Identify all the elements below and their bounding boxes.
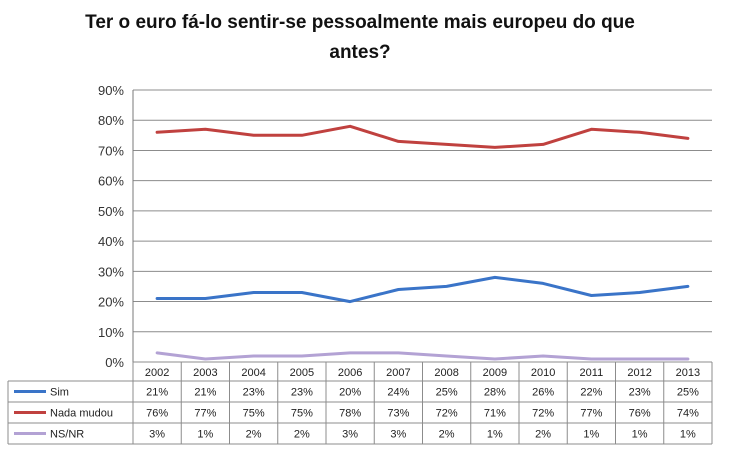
- x-category-label: 2002: [145, 367, 169, 379]
- x-category-label: 2003: [193, 367, 217, 379]
- data-label: 21%: [194, 387, 216, 399]
- y-tick-label: 30%: [98, 264, 124, 279]
- data-label: 25%: [677, 387, 699, 399]
- data-label: 2%: [535, 429, 551, 441]
- data-label: 20%: [339, 387, 361, 399]
- data-label: 3%: [342, 429, 358, 441]
- x-category-label: 2007: [386, 367, 410, 379]
- x-category-label: 2005: [290, 367, 314, 379]
- data-label: 76%: [146, 408, 168, 420]
- data-label: 1%: [583, 429, 599, 441]
- legend-label: Sim: [50, 387, 69, 399]
- data-label: 1%: [632, 429, 648, 441]
- y-tick-label: 90%: [98, 83, 124, 98]
- y-tick-label: 40%: [98, 234, 124, 249]
- data-label: 72%: [436, 408, 458, 420]
- data-label: 77%: [194, 408, 216, 420]
- data-label: 1%: [680, 429, 696, 441]
- chart-title-line-2: antes?: [329, 42, 391, 63]
- data-label: 74%: [677, 408, 699, 420]
- data-label: 1%: [197, 429, 213, 441]
- data-label: 71%: [484, 408, 506, 420]
- series-line-sim: [155, 275, 690, 304]
- data-label: 21%: [146, 387, 168, 399]
- y-tick-label: 60%: [98, 174, 124, 189]
- data-label: 75%: [243, 408, 265, 420]
- chart-title-line-1: Ter o euro fá-lo sentir-se pessoalmente …: [85, 12, 635, 33]
- x-category-label: 2009: [483, 367, 507, 379]
- x-category-label: 2012: [627, 367, 651, 379]
- data-label: 25%: [436, 387, 458, 399]
- y-tick-label: 20%: [98, 295, 124, 310]
- y-tick-label: 50%: [98, 204, 124, 219]
- data-label: 2%: [294, 429, 310, 441]
- data-label: 22%: [580, 387, 602, 399]
- y-tick-label: 70%: [98, 143, 124, 158]
- data-label: 72%: [532, 408, 554, 420]
- series-lines: [155, 124, 690, 361]
- data-label: 23%: [243, 387, 265, 399]
- data-label: 78%: [339, 408, 361, 420]
- data-label: 24%: [387, 387, 409, 399]
- x-category-label: 2008: [434, 367, 458, 379]
- x-category-label: 2004: [241, 367, 265, 379]
- x-category-label: 2011: [580, 367, 604, 379]
- y-tick-label: 0%: [105, 355, 124, 370]
- gridlines: [133, 89, 712, 333]
- data-label: 28%: [484, 387, 506, 399]
- data-label: 23%: [629, 387, 651, 399]
- data-label: 26%: [532, 387, 554, 399]
- y-axis-ticks: 0% 10% 20% 30% 40% 50% 60% 70% 80% 90%: [98, 83, 124, 370]
- x-category-label: 2013: [676, 367, 700, 379]
- legend-label: NS/NR: [50, 429, 84, 441]
- x-category-label: 2010: [531, 367, 555, 379]
- data-label: 1%: [487, 429, 503, 441]
- chart-title: Ter o euro fá-lo sentir-se pessoalmente …: [60, 8, 660, 68]
- series-line-ns-nr: [155, 351, 690, 361]
- data-label: 2%: [439, 429, 455, 441]
- data-label: 2%: [246, 429, 262, 441]
- series-line-nada-mudou: [155, 124, 690, 149]
- data-table: 2002 2003 2004 2005 2006 2007 2008 2009 2010 2011…: [7, 361, 713, 445]
- y-tick-label: 10%: [98, 325, 124, 340]
- data-label: 77%: [580, 408, 602, 420]
- data-label: 23%: [291, 387, 313, 399]
- legend-label: Nada mudou: [50, 408, 113, 420]
- data-label: 73%: [387, 408, 409, 420]
- data-label: 75%: [291, 408, 313, 420]
- x-category-label: 2006: [338, 367, 362, 379]
- y-tick-label: 80%: [98, 113, 124, 128]
- data-label: 3%: [390, 429, 406, 441]
- data-label: 3%: [149, 429, 165, 441]
- data-label: 76%: [629, 408, 651, 420]
